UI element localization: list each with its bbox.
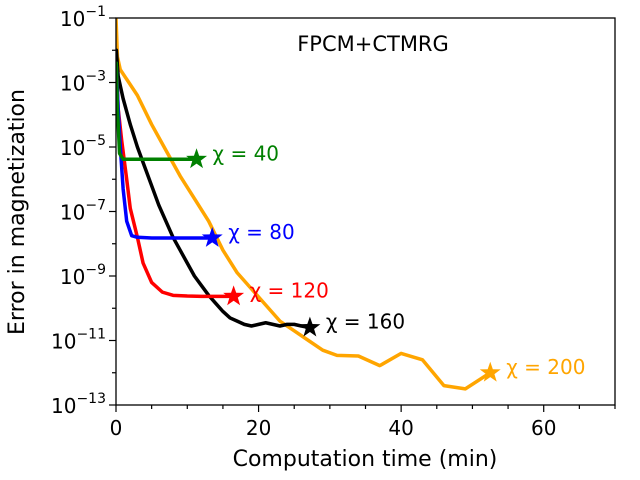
- y-tick-label: 10−1: [60, 4, 106, 31]
- x-tick-label: 60: [531, 416, 556, 440]
- series-line-chi-200: [116, 18, 492, 391]
- series-label-chi-80: χ = 80: [228, 220, 294, 244]
- x-axis-label: Computation time (min): [233, 447, 498, 472]
- end-marker-star-chi-80: [201, 226, 223, 247]
- y-tick-label: 10−11: [51, 327, 106, 354]
- y-axis-ticks: 10−13 10−11 10−9 10−7 10−5 10−3 10−1: [51, 4, 116, 418]
- x-tick-label: 0: [110, 416, 123, 440]
- end-marker-star-chi-40: [186, 148, 208, 169]
- y-tick-label: 10−3: [60, 69, 106, 96]
- y-axis-label: Error in magnetization: [5, 89, 30, 335]
- series-label-chi-40: χ = 40: [213, 141, 279, 165]
- x-tick-label: 20: [246, 416, 271, 440]
- x-tick-label: 40: [388, 416, 413, 440]
- marker-layer: [186, 148, 501, 382]
- y-tick-label: 10−7: [60, 198, 106, 225]
- series-labels: χ = 200 χ = 160 χ = 120 χ = 80 χ = 40: [213, 141, 586, 378]
- y-tick-label: 10−5: [60, 133, 106, 160]
- series-line-chi-40: [116, 61, 199, 161]
- chart-title: FPCM+CTMRG: [297, 32, 449, 56]
- x-axis-ticks: 0 20 40 60: [110, 405, 616, 440]
- y-tick-label: 10−13: [51, 391, 106, 418]
- series-layer: [116, 18, 492, 391]
- end-marker-star-chi-160: [299, 316, 321, 337]
- series-label-chi-120: χ = 120: [250, 278, 329, 302]
- y-tick-label: 10−9: [60, 262, 106, 289]
- series-label-chi-160: χ = 160: [326, 310, 405, 334]
- end-marker-star-chi-200: [479, 361, 501, 382]
- end-marker-star-chi-120: [223, 285, 245, 306]
- series-label-chi-200: χ = 200: [506, 355, 585, 379]
- series-line-chi-120: [116, 64, 236, 299]
